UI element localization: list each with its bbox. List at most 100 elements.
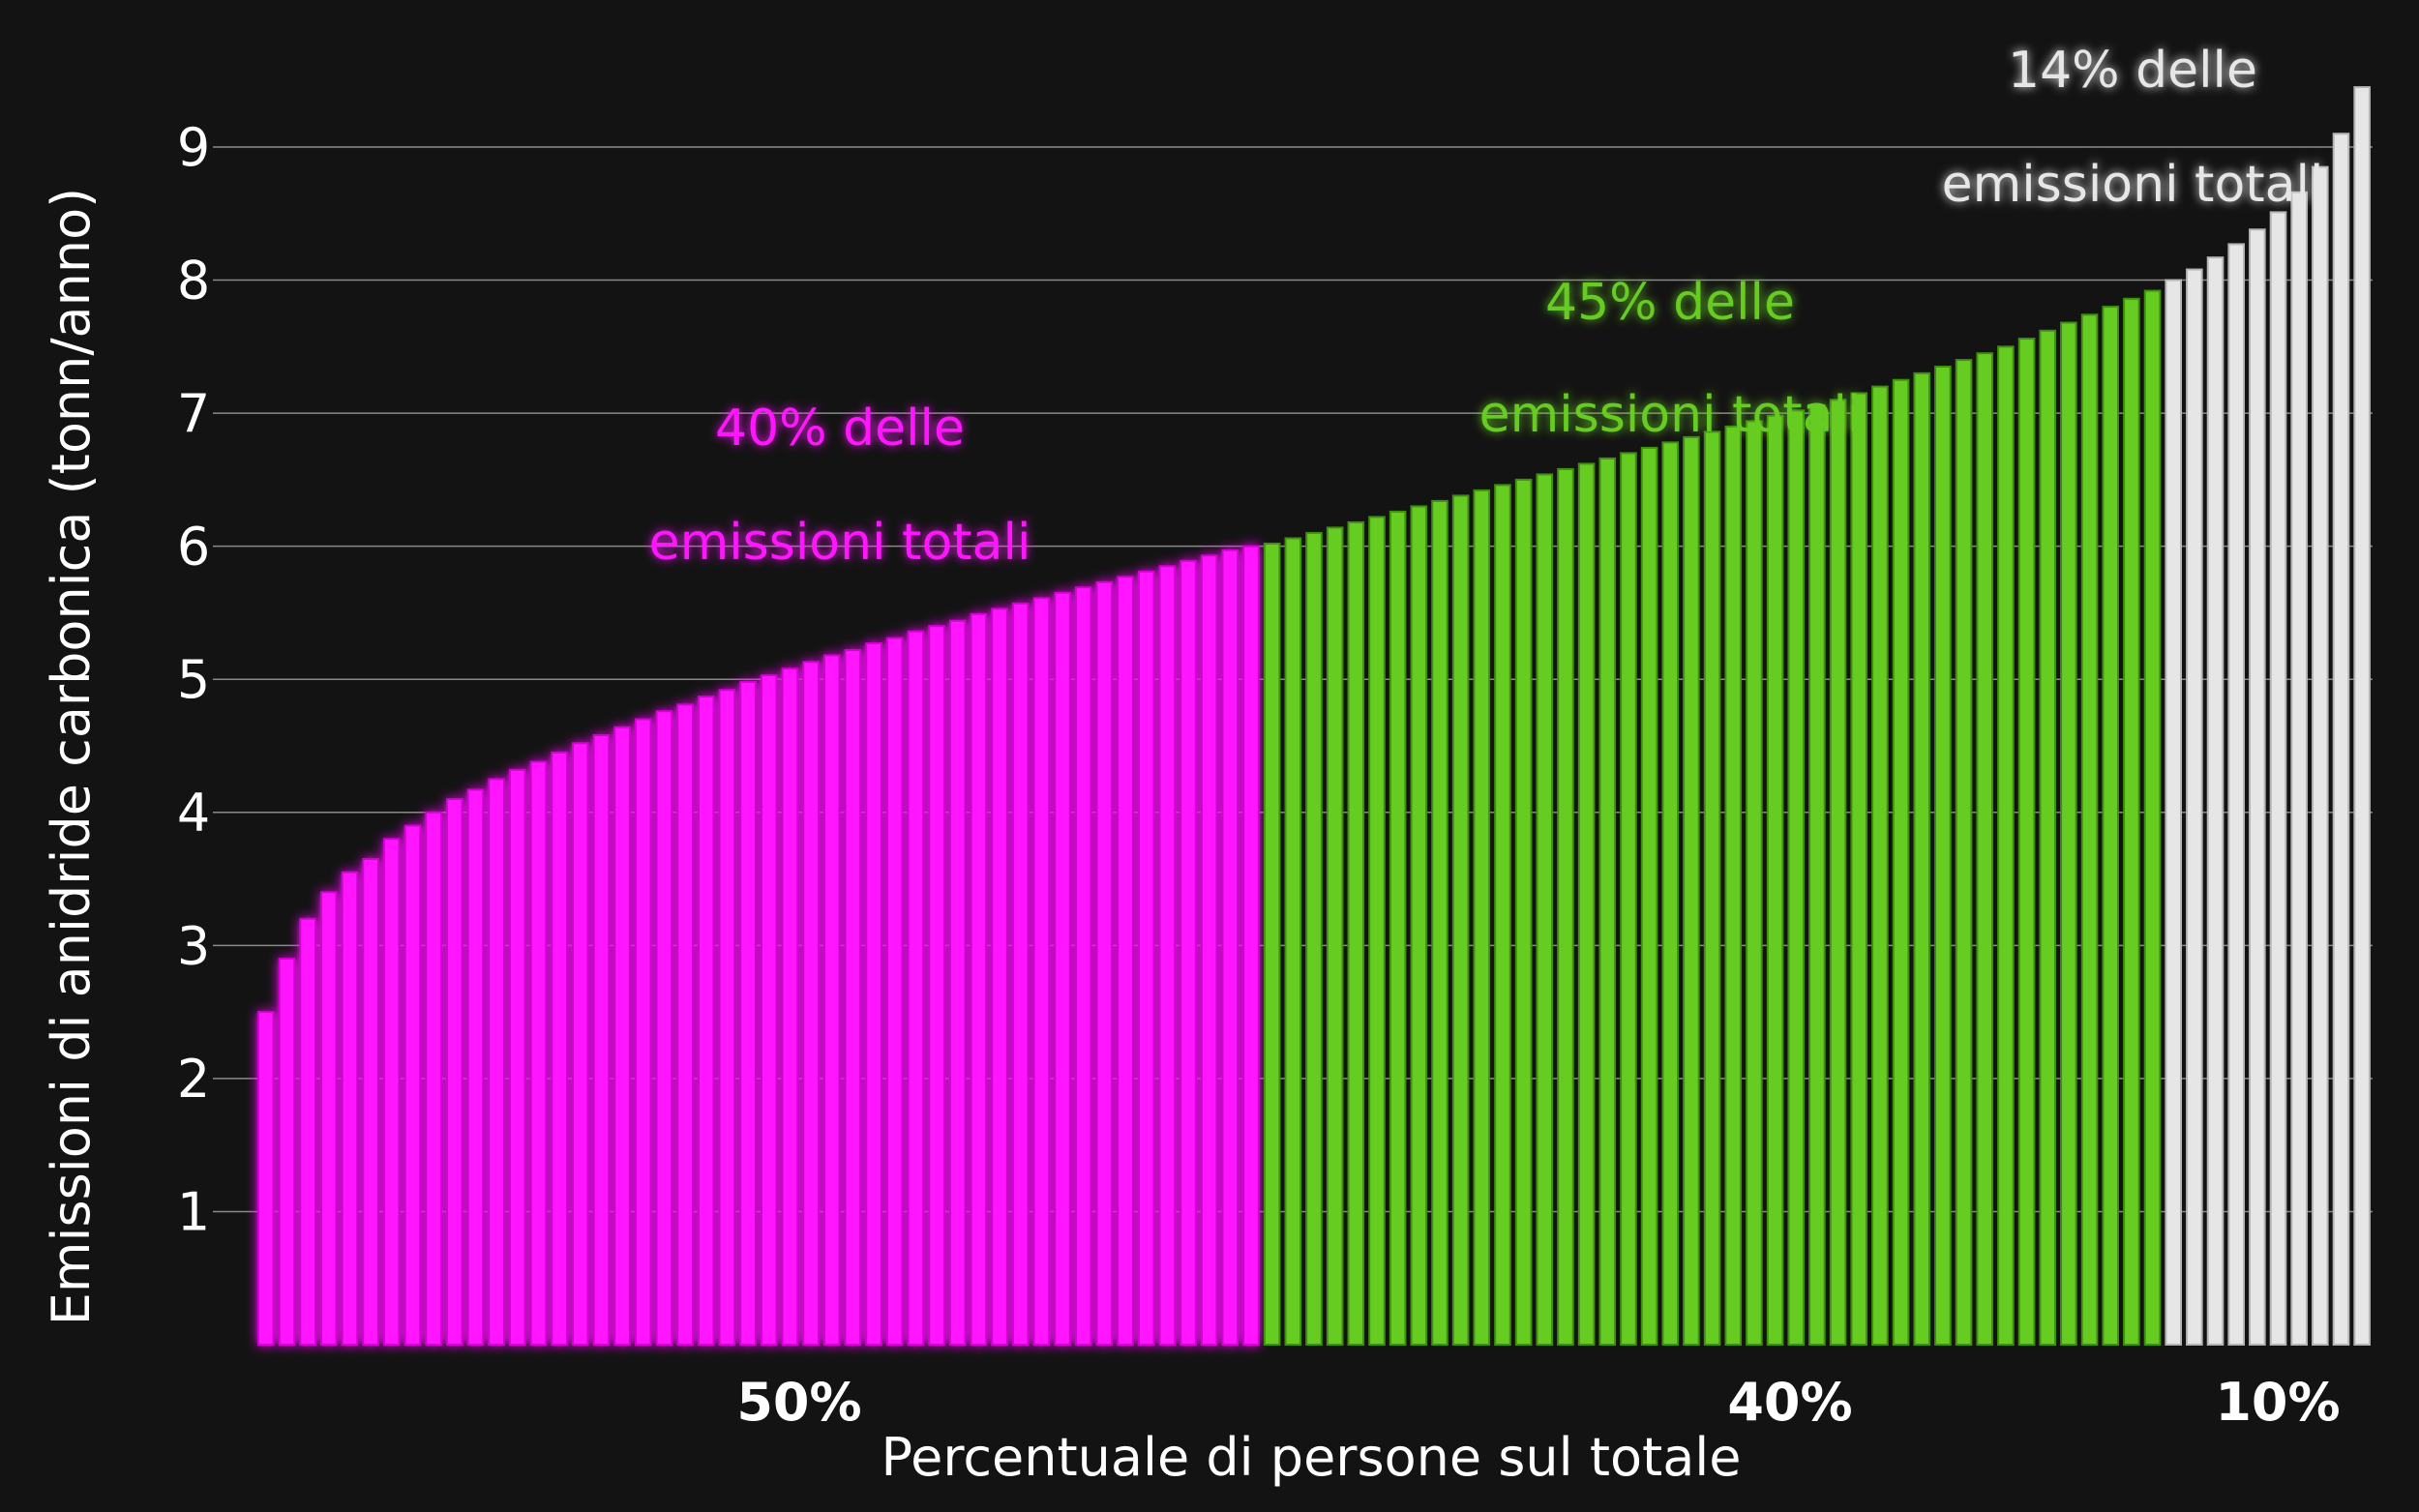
bar [1431, 499, 1448, 1346]
bar [2290, 191, 2308, 1346]
bar [802, 661, 820, 1346]
bar [2269, 211, 2287, 1346]
y-tick-label: 7 [177, 383, 210, 444]
bar [634, 718, 652, 1346]
bar [1117, 576, 1134, 1346]
bar [551, 751, 568, 1346]
bar [1368, 516, 1386, 1346]
bar [1054, 591, 1071, 1346]
bar [488, 778, 505, 1346]
bar [1158, 565, 1177, 1346]
bar [1620, 452, 1637, 1346]
bar [1661, 441, 1680, 1346]
annotation-line: 40% delle [715, 400, 965, 458]
bar [1703, 430, 1721, 1346]
bar [2017, 338, 2036, 1347]
bars [257, 86, 2371, 1347]
bar [1598, 457, 1617, 1346]
bar [2206, 256, 2225, 1346]
bar [2312, 165, 2329, 1346]
bar [739, 680, 757, 1346]
bar [2123, 297, 2140, 1346]
y-tick-label: 9 [177, 117, 210, 178]
bar [1557, 467, 1574, 1346]
bar [1892, 378, 1910, 1347]
bar [2332, 133, 2350, 1347]
bar [425, 811, 442, 1346]
bar [1871, 385, 1889, 1347]
bar-series-1 [257, 545, 1260, 1347]
bar [822, 654, 841, 1346]
annotation-line: 45% delle [1545, 274, 1795, 332]
bar [1451, 494, 1470, 1346]
y-tick-label: 6 [177, 517, 210, 578]
bar [1640, 446, 1658, 1346]
bar-series-2 [1263, 289, 2162, 1347]
bar [1808, 403, 1826, 1346]
bar [613, 726, 631, 1346]
bar [1746, 420, 1763, 1346]
bar [907, 630, 925, 1346]
bar [1242, 545, 1260, 1346]
bar [2143, 289, 2162, 1346]
bar [1913, 371, 1931, 1346]
y-tick-label: 5 [177, 649, 210, 710]
bar [362, 857, 379, 1346]
bar [1389, 510, 1407, 1346]
bar [1284, 537, 1302, 1346]
bar [2353, 86, 2371, 1347]
bar [760, 674, 778, 1346]
bar [1180, 559, 1197, 1346]
bar [1787, 409, 1806, 1346]
y-tick-labels: 1 2 3 4 5 6 7 8 9 [177, 117, 210, 1242]
bar [1577, 462, 1596, 1346]
bar [1305, 531, 1323, 1346]
x-axis-label: Percentuale di persone sul totale [881, 1427, 1741, 1488]
segment-label: 40% [1727, 1372, 1852, 1433]
bar [1263, 542, 1281, 1346]
bar [928, 625, 945, 1346]
bar [278, 958, 296, 1347]
bar [508, 768, 526, 1346]
segment-labels: 50% 40% 10% [736, 1372, 2340, 1433]
bar [2165, 279, 2182, 1346]
bar [257, 1011, 275, 1346]
bar [403, 824, 422, 1346]
y-tick-label: 1 [177, 1181, 210, 1242]
y-tick-label: 4 [177, 783, 210, 844]
bar [697, 696, 715, 1346]
y-axis-label: Emissioni di anidride carbonica (tonn/an… [41, 188, 102, 1325]
bar [1326, 526, 1344, 1346]
annotation-line: 14% delle [2008, 42, 2257, 100]
bar [1011, 602, 1030, 1346]
bar [592, 734, 611, 1346]
y-tick-label: 8 [177, 251, 210, 311]
bar [341, 871, 359, 1346]
bar [1683, 435, 1700, 1346]
y-tick-label: 2 [177, 1049, 210, 1110]
bar [1724, 425, 1743, 1346]
bar [1766, 414, 1784, 1346]
annotation-line: emissioni totali [649, 514, 1031, 572]
bar [2186, 268, 2203, 1346]
bar [1829, 399, 1847, 1346]
bar [320, 891, 338, 1346]
y-tick-label: 3 [177, 915, 210, 976]
segment-label: 50% [736, 1372, 861, 1433]
bar [1494, 484, 1511, 1346]
bar [1514, 478, 1533, 1346]
bar [1955, 359, 1973, 1346]
bar [865, 642, 882, 1346]
bar [948, 619, 967, 1346]
bar [718, 689, 736, 1346]
bar [676, 703, 694, 1346]
bar [2080, 313, 2099, 1347]
bar [1074, 586, 1092, 1346]
bar [1200, 554, 1218, 1346]
bar [844, 648, 862, 1346]
bar [383, 838, 401, 1346]
bar [571, 742, 589, 1346]
bar [1410, 505, 1428, 1346]
bar [2249, 228, 2266, 1346]
